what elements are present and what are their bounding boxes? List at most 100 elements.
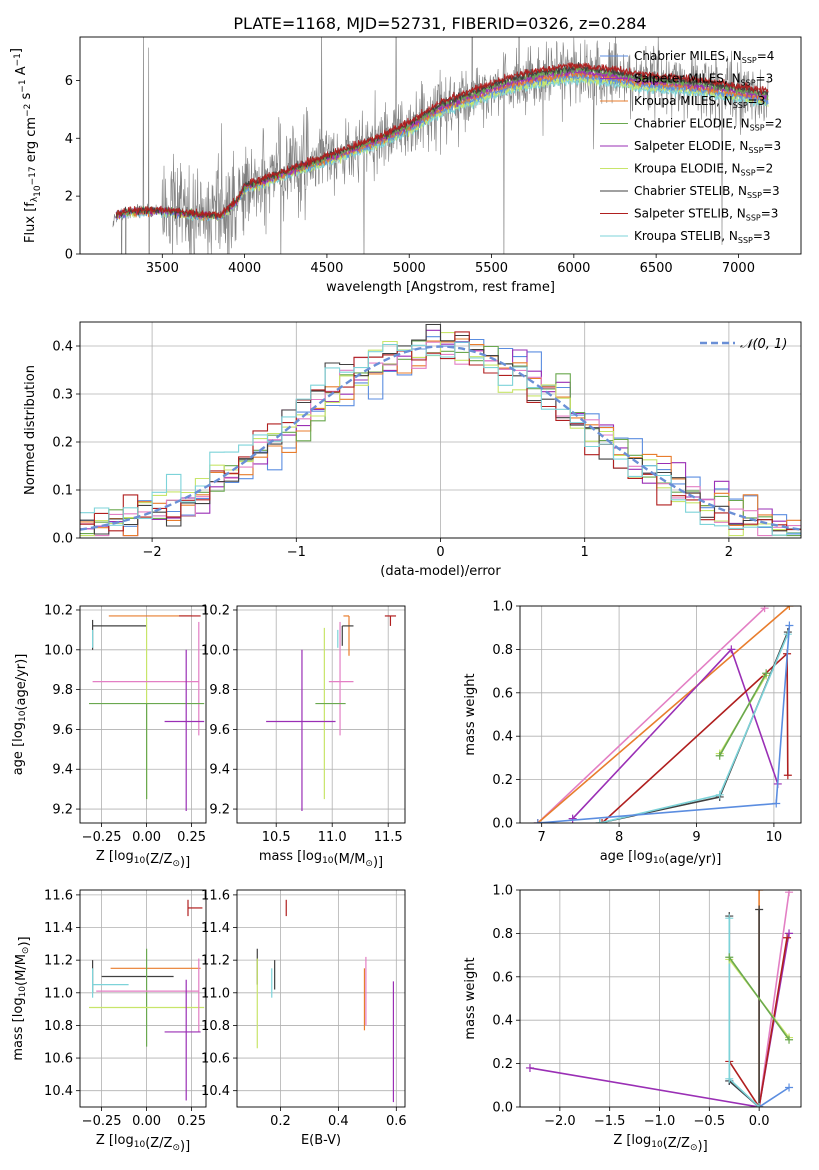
y-tick-label: 9.4 (209, 763, 230, 778)
x-tick-label: 0.0 (749, 1114, 770, 1129)
y-tick-label: 4 (65, 132, 73, 147)
y-tick-label: 9.6 (209, 723, 230, 738)
y-tick-label: 10.0 (201, 643, 230, 658)
x-axis-label: (data-model)/error (380, 564, 501, 579)
y-tick-label: 0.3 (52, 388, 73, 403)
weight-point (755, 905, 764, 914)
weight-point (785, 606, 794, 610)
x-axis-label: Z [log10(Z/Z⊙)] (96, 1133, 190, 1154)
legend-entry: Salpeter MILES, NSSP=3 (634, 72, 773, 88)
x-tick-label: 0.00 (132, 1114, 161, 1129)
weight-point (568, 814, 577, 823)
weight-series-purple (529, 933, 790, 1107)
y-axis-label: Normed distribution (23, 365, 38, 495)
x-tick-label: −0.25 (82, 1114, 122, 1129)
weight-point (785, 890, 794, 897)
y-tick-label: 10.6 (44, 1052, 73, 1067)
y-tick-label: 0.8 (492, 927, 513, 942)
weight-series-blue (537, 625, 791, 823)
legend-entry: Kroupa ELODIE, NSSP=2 (634, 162, 773, 178)
legend-entry: Chabrier STELIB, NSSP=3 (634, 184, 780, 200)
x-tick-label: 1 (581, 545, 589, 560)
y-tick-label: 9.2 (209, 803, 230, 818)
x-tick-label: 9 (692, 830, 700, 845)
x-tick-label: 8 (615, 830, 623, 845)
weight-point (783, 771, 792, 780)
weight-series-purple (572, 647, 779, 820)
weight-series-dark (599, 631, 789, 823)
panel-mass-weight-vs-Z: −2.0 −1.5 −1.0 −0.5 0.0 0.0 0.2 0.4 0.6 0.8 1.0 Z [… (463, 884, 802, 1154)
spectrum-lines (112, 37, 769, 254)
x-axis-label: wavelength [Angstrom, rest frame] (326, 280, 555, 295)
legend-entry: Kroupa STELIB, NSSP=3 (634, 229, 771, 245)
y-tick-label: 0.4 (492, 1014, 513, 1029)
y-tick-label: 0.6 (492, 686, 513, 701)
panel-histogram: −2 −1 0 1 2 0.0 0.1 0.2 0.3 0.4 (data-model)/error… (23, 321, 802, 579)
axes-frame (79, 36, 802, 255)
y-tick-label: 10.6 (201, 1052, 230, 1067)
axes-frame (79, 605, 207, 824)
x-tick-label: 7000 (722, 261, 755, 276)
weight-series-red (601, 651, 789, 823)
weight-series-dark (728, 909, 760, 1107)
panel-age-vs-mass: 10.5 11.0 11.5 9.2 9.4 9.6 9.8 10.0 10.2 mass [lo… (201, 603, 406, 870)
x-axis-label: Z [log10(Z/Z⊙)] (613, 1133, 707, 1154)
x-tick-label: 0.00 (132, 830, 161, 845)
y-tick-label: 11.4 (44, 921, 73, 936)
weight-point (783, 933, 792, 942)
weight-point (715, 751, 724, 760)
weight-point (762, 669, 771, 678)
weight-point (715, 790, 724, 799)
x-tick-label: 5500 (475, 261, 508, 276)
normal-curve (80, 345, 801, 531)
y-tick-label: 0.6 (492, 970, 513, 985)
weight-point (725, 953, 734, 962)
weight-series-orange (537, 606, 790, 823)
errorbars (256, 899, 395, 1103)
x-tick-label: 7 (538, 830, 546, 845)
x-tick-label: 4000 (228, 261, 261, 276)
x-tick-label: 3500 (146, 261, 179, 276)
y-tick-label: 10.4 (44, 1084, 73, 1099)
weight-point (595, 819, 604, 823)
y-tick-label: 10.8 (201, 1019, 230, 1034)
axes-frame (79, 889, 207, 1108)
y-tick-label: 11.2 (201, 954, 230, 969)
x-tick-label: 6000 (557, 261, 590, 276)
y-tick-label: 0.4 (52, 340, 73, 355)
x-tick-label: 0.2 (270, 1114, 291, 1129)
legend-entry: Chabrier ELODIE, NSSP=2 (634, 117, 782, 133)
y-axis-label: mass weight (463, 957, 478, 1039)
weight-point (785, 1083, 794, 1092)
y-tick-label: 0.4 (492, 730, 513, 745)
histogram-series-dark (80, 323, 801, 535)
histogram-series-lime (80, 332, 801, 537)
x-tick-label: 2 (725, 545, 733, 560)
y-tick-label: 0.8 (492, 643, 513, 658)
x-tick-label: −0.5 (694, 1114, 726, 1129)
weight-point (785, 621, 794, 630)
y-tick-label: 9.6 (52, 723, 73, 738)
panel-mass-vs-EBV: 0.2 0.4 0.6 10.4 10.6 10.8 11.0 11.2 11.4 11.6 E(B… (201, 888, 407, 1148)
weight-series-cyan (599, 633, 789, 823)
errorbars (89, 615, 205, 812)
x-axis-label: age [log10(age/yr)] (600, 849, 722, 867)
y-tick-label: 2 (65, 190, 73, 205)
x-tick-label: −1.0 (644, 1114, 676, 1129)
weight-series-green (719, 672, 767, 757)
histogram-steps (80, 323, 801, 537)
y-tick-label: 10.8 (44, 1019, 73, 1034)
y-tick-label: 11.0 (44, 986, 73, 1001)
legend-entry: 𝒩(0, 1) (740, 337, 787, 352)
y-tick-label: 10.2 (201, 603, 230, 618)
x-tick-label: −2.0 (544, 1114, 576, 1129)
y-tick-label: 9.2 (52, 803, 73, 818)
y-tick-label: 9.8 (209, 683, 230, 698)
y-tick-label: 11.4 (201, 921, 230, 936)
weight-point (760, 606, 769, 613)
spectrum-legend: Chabrier MILES, NSSP=4 Salpeter MILES, NS… (600, 49, 782, 245)
weight-point (727, 645, 736, 654)
y-axis-label: mass weight (463, 673, 478, 755)
x-tick-label: 0 (436, 545, 444, 560)
